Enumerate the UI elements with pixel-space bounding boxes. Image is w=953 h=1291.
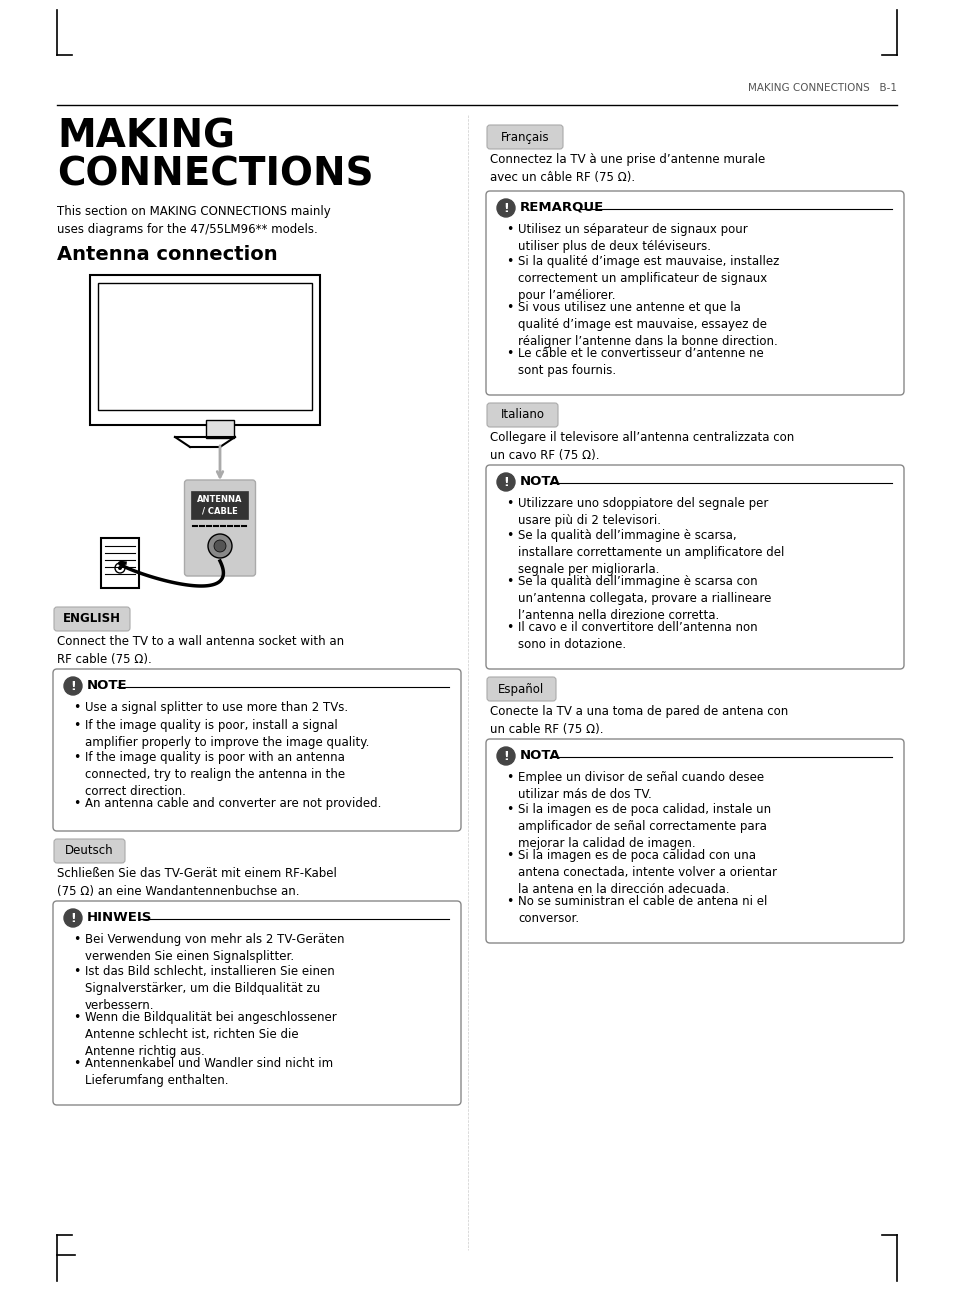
Text: ENGLISH: ENGLISH [63,612,121,626]
Text: •: • [73,1057,81,1070]
Text: NOTE: NOTE [87,679,128,692]
FancyBboxPatch shape [206,420,233,438]
Text: •: • [506,803,513,816]
Text: NOTA: NOTA [519,475,560,488]
Text: Ist das Bild schlecht, installieren Sie einen
Signalverstärker, um die Bildquali: Ist das Bild schlecht, installieren Sie … [85,964,335,1012]
Text: •: • [506,771,513,784]
Text: •: • [506,849,513,862]
Text: Antennenkabel und Wandler sind nicht im
Lieferumfang enthalten.: Antennenkabel und Wandler sind nicht im … [85,1057,333,1087]
Text: MAKING CONNECTIONS   B-1: MAKING CONNECTIONS B-1 [747,83,896,93]
Text: If the image quality is poor with an antenna
connected, try to realign the anten: If the image quality is poor with an ant… [85,751,345,798]
Circle shape [118,565,122,571]
Text: Bei Verwendung von mehr als 2 TV-Geräten
verwenden Sie einen Signalsplitter.: Bei Verwendung von mehr als 2 TV-Geräten… [85,933,344,963]
Text: REMARQUE: REMARQUE [519,201,603,214]
Text: Wenn die Bildqualität bei angeschlossener
Antenne schlecht ist, richten Sie die
: Wenn die Bildqualität bei angeschlossene… [85,1011,336,1059]
Circle shape [497,747,515,766]
Text: Si vous utilisez une antenne et que la
qualité d’image est mauvaise, essayez de
: Si vous utilisez une antenne et que la q… [517,301,777,349]
Text: HINWEIS: HINWEIS [87,911,152,924]
Circle shape [64,676,82,695]
Text: ANTENNA
/ CABLE: ANTENNA / CABLE [197,494,242,515]
FancyBboxPatch shape [486,676,556,701]
FancyBboxPatch shape [54,607,130,631]
Text: Se la qualità dell’immagine è scarsa con
un’antenna collegata, provare a riallin: Se la qualità dell’immagine è scarsa con… [517,574,771,622]
Text: !: ! [502,201,508,214]
Text: Deutsch: Deutsch [65,844,113,857]
Circle shape [208,534,232,558]
Text: !: ! [502,475,508,488]
Text: Si la imagen es de poca calidad con una
antena conectada, intente volver a orien: Si la imagen es de poca calidad con una … [517,849,776,896]
Text: •: • [73,751,81,764]
Text: •: • [73,719,81,732]
Text: •: • [73,933,81,946]
Text: •: • [506,256,513,269]
Text: Use a signal splitter to use more than 2 TVs.: Use a signal splitter to use more than 2… [85,701,348,714]
Text: MAKING: MAKING [57,117,234,156]
Circle shape [64,909,82,927]
Text: •: • [506,301,513,314]
Text: Utilizzare uno sdoppiatore del segnale per
usare più di 2 televisori.: Utilizzare uno sdoppiatore del segnale p… [517,497,767,527]
Text: Collegare il televisore all’antenna centralizzata con
un cavo RF (75 Ω).: Collegare il televisore all’antenna cent… [490,431,794,462]
Text: Connectez la TV à une prise d’antenne murale
avec un câble RF (75 Ω).: Connectez la TV à une prise d’antenne mu… [490,154,764,185]
FancyBboxPatch shape [54,839,125,862]
Text: Schließen Sie das TV-Gerät mit einem RF-Kabel
(75 Ω) an eine Wandantennenbuchse : Schließen Sie das TV-Gerät mit einem RF-… [57,868,336,899]
Text: CONNECTIONS: CONNECTIONS [57,155,374,192]
Text: •: • [506,574,513,587]
Text: Connect the TV to a wall antenna socket with an
RF cable (75 Ω).: Connect the TV to a wall antenna socket … [57,635,344,666]
Text: Conecte la TV a una toma de pared de antena con
un cable RF (75 Ω).: Conecte la TV a una toma de pared de ant… [490,705,787,736]
Text: •: • [73,964,81,979]
Text: An antenna cable and converter are not provided.: An antenna cable and converter are not p… [85,797,381,809]
Text: Utilisez un séparateur de signaux pour
utiliser plus de deux téléviseurs.: Utilisez un séparateur de signaux pour u… [517,223,747,253]
FancyBboxPatch shape [184,480,255,576]
Text: •: • [506,497,513,510]
Text: •: • [73,701,81,714]
Text: !: ! [502,750,508,763]
Text: If the image quality is poor, install a signal
amplifier properly to improve the: If the image quality is poor, install a … [85,719,369,749]
Text: •: • [506,223,513,236]
FancyBboxPatch shape [486,125,562,148]
Text: This section on MAKING CONNECTIONS mainly
uses diagrams for the 47/55LM96** mode: This section on MAKING CONNECTIONS mainl… [57,205,331,236]
Text: •: • [73,1011,81,1024]
Text: NOTA: NOTA [519,749,560,762]
Text: No se suministran el cable de antena ni el
conversor.: No se suministran el cable de antena ni … [517,895,766,924]
Text: Español: Español [497,683,544,696]
Circle shape [213,540,226,553]
Text: !: ! [71,911,76,924]
Text: Si la qualité d’image est mauvaise, installez
correctement un amplificateur de s: Si la qualité d’image est mauvaise, inst… [517,256,779,302]
Text: Il cavo e il convertitore dell’antenna non
sono in dotazione.: Il cavo e il convertitore dell’antenna n… [517,621,757,651]
Text: Se la qualità dell’immagine è scarsa,
installare correttamente un amplificatore : Se la qualità dell’immagine è scarsa, in… [517,529,783,576]
Text: Italiano: Italiano [500,408,544,421]
Text: •: • [506,529,513,542]
Circle shape [497,199,515,217]
Text: •: • [73,797,81,809]
Text: •: • [506,347,513,360]
Text: •: • [506,895,513,908]
Text: !: ! [71,679,76,692]
FancyBboxPatch shape [192,491,248,519]
Text: Emplee un divisor de señal cuando desee
utilizar más de dos TV.: Emplee un divisor de señal cuando desee … [517,771,763,800]
Text: Le câble et le convertisseur d’antenne ne
sont pas fournis.: Le câble et le convertisseur d’antenne n… [517,347,763,377]
Text: •: • [506,621,513,634]
Text: Français: Français [500,130,549,143]
Text: Antenna connection: Antenna connection [57,245,277,263]
Text: Si la imagen es de poca calidad, instale un
amplificador de señal correctamente : Si la imagen es de poca calidad, instale… [517,803,770,849]
FancyBboxPatch shape [101,538,139,587]
Circle shape [497,473,515,491]
FancyBboxPatch shape [486,403,558,427]
